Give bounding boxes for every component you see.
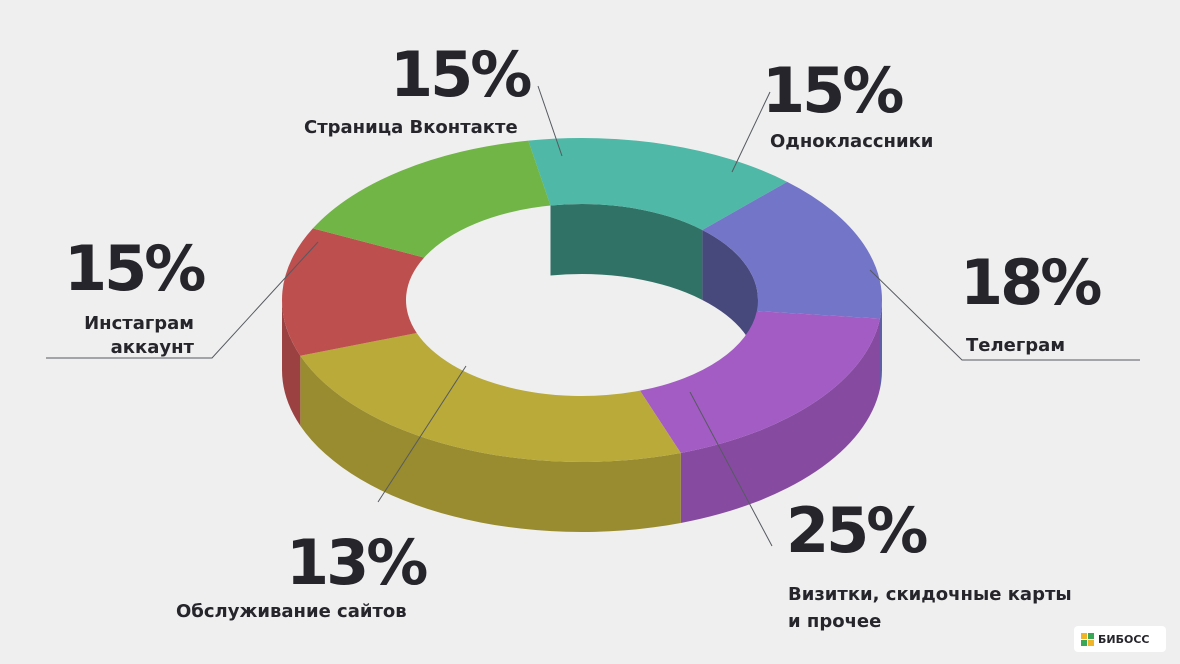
slice-0-inner-wall xyxy=(550,204,703,300)
label-vizitki-line2: и прочее xyxy=(788,611,882,632)
pct-vkontakte: 15% xyxy=(390,38,532,111)
slice-4-top xyxy=(282,228,425,356)
label-vizitki-line1: Визитки, скидочные карты xyxy=(788,584,1072,605)
leader-line-5 xyxy=(46,241,319,359)
label-odnoklassniki: Одноклассники xyxy=(770,131,934,152)
slice-1-top xyxy=(702,181,882,319)
bibos-logo: БИБОСС xyxy=(1074,626,1166,652)
slice-5-top xyxy=(312,140,551,258)
pct-sites: 13% xyxy=(286,526,428,599)
leader-line-0 xyxy=(537,85,563,157)
label-sites: Обслуживание сайтов xyxy=(176,601,407,622)
label-instagram-line1: Инстаграм xyxy=(84,313,194,334)
pct-odnoklassniki: 15% xyxy=(762,54,904,127)
label-instagram-line2: аккаунт xyxy=(110,337,194,358)
slice-4-outer-wall xyxy=(282,300,301,426)
slice-3-outer-wall xyxy=(300,355,681,532)
slice-2-top xyxy=(639,311,881,453)
leader-line-2 xyxy=(869,269,1140,361)
leader-line-1 xyxy=(731,91,771,173)
pct-instagram: 15% xyxy=(64,232,206,305)
logo-mark-icon xyxy=(1081,632,1094,646)
slice-1-outer-wall xyxy=(880,300,882,389)
pct-telegram: 18% xyxy=(960,246,1102,319)
slice-0-top xyxy=(528,138,788,230)
pct-vizitki: 25% xyxy=(786,494,928,567)
leader-line-3 xyxy=(689,391,773,547)
slice-1-inner-wall xyxy=(702,229,758,370)
logo-text: БИБОСС xyxy=(1098,632,1150,646)
label-vkontakte: Страница Вконтакте xyxy=(304,117,518,138)
slice-2-outer-wall xyxy=(680,318,881,523)
leader-line-4 xyxy=(377,365,467,503)
slice-3-top xyxy=(300,333,681,463)
label-telegram: Телеграм xyxy=(966,335,1066,356)
